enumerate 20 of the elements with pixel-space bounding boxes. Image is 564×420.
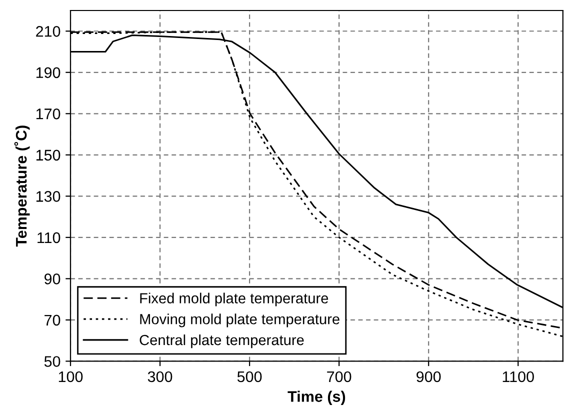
x-tick-label: 300: [148, 371, 172, 382]
y-tick-label: 170: [36, 108, 60, 120]
x-tick-label: 100: [58, 371, 83, 382]
x-tick-label: 1100: [502, 371, 534, 382]
x-tick-label: 700: [327, 371, 352, 382]
legend-label: Central plate temperature: [140, 334, 304, 348]
x-tick-label: 500: [237, 371, 262, 382]
x-axis-title: Time (s): [288, 390, 346, 405]
y-axis-title: Temperature (˚C): [14, 126, 30, 247]
y-tick-label: 210: [36, 26, 60, 37]
y-tick-label: 150: [36, 150, 60, 161]
x-tick-label: 900: [416, 371, 441, 382]
y-tick-label: 190: [36, 67, 60, 78]
y-tick-label: 130: [36, 191, 60, 202]
y-tick-label: 70: [44, 314, 60, 326]
y-tick-label: 50: [44, 356, 60, 367]
y-tick-label: 90: [44, 274, 60, 284]
legend-label: Moving mold plate temperature: [140, 314, 340, 328]
legend-label: Fixed mold plate temperature: [140, 292, 328, 306]
y-tick-label: 110: [38, 232, 60, 244]
